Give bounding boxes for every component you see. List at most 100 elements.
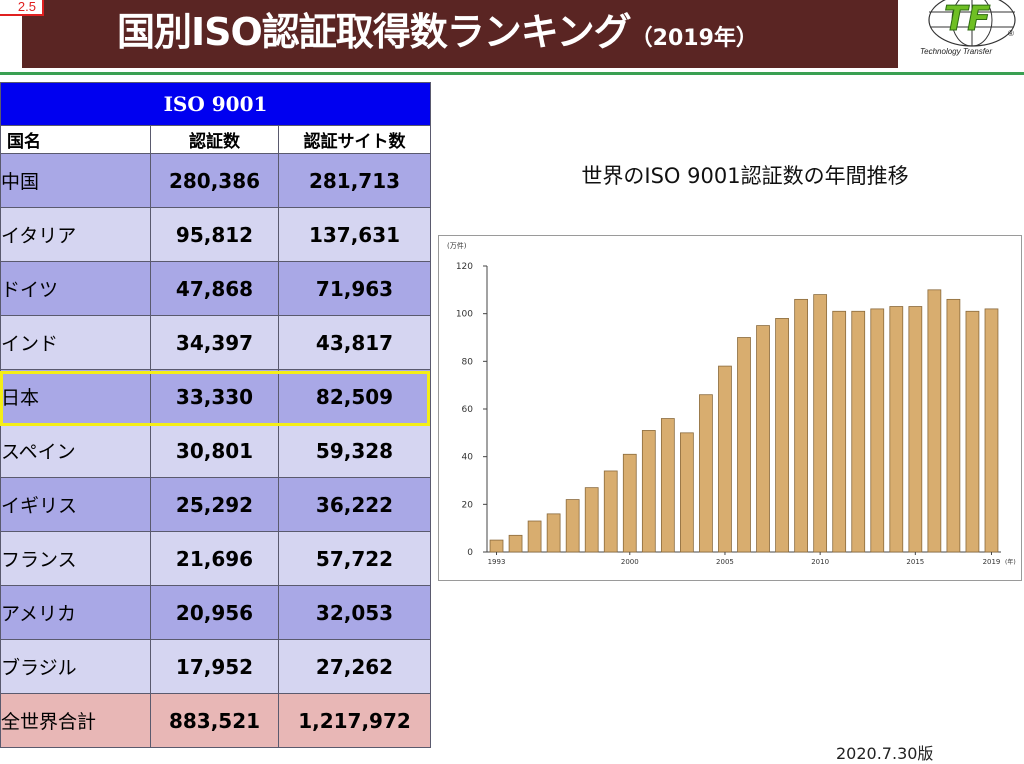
logo-mark-text: TF <box>944 0 990 39</box>
bar-2006 <box>737 337 751 553</box>
country-name: インド <box>0 315 151 370</box>
total-label: 全世界合計 <box>0 693 151 748</box>
bar-2001 <box>641 430 656 553</box>
bar-2005 <box>718 365 732 553</box>
bar-1993 <box>489 539 504 553</box>
bar-1996 <box>546 513 561 553</box>
bar-1998 <box>584 487 599 553</box>
country-name: フランス <box>0 531 151 586</box>
bar-2008 <box>775 318 789 553</box>
chart-caption: 世界のISO 9001認証数の年間推移 <box>581 164 909 188</box>
cert-count: 30,801 <box>150 423 279 478</box>
x-axis-unit-label: (年) <box>1005 558 1016 566</box>
table-row: イタリア 95,812 137,631 <box>0 207 431 262</box>
column-header-sites: 認証サイト数 <box>278 125 431 154</box>
column-header-country: 国名 <box>0 125 151 154</box>
site-count: 59,328 <box>278 423 431 478</box>
cert-count: 17,952 <box>150 639 279 694</box>
iso-ranking-table: ISO 9001 国名 認証数 認証サイト数 中国 280,386 281,713 … <box>0 82 431 748</box>
y-tick-label: 60 <box>462 405 474 415</box>
table-row-japan: 日本 33,330 82,509 <box>0 369 431 424</box>
bar-2003 <box>680 432 694 553</box>
globe-logo-icon: TF <box>928 0 1016 47</box>
country-name: イタリア <box>0 207 151 262</box>
table-row: イギリス 25,292 36,222 <box>0 477 431 532</box>
bar-2017 <box>946 298 961 553</box>
table-row: スペイン 30,801 59,328 <box>0 423 431 478</box>
cert-count: 21,696 <box>150 531 279 586</box>
bar-2009 <box>794 298 808 553</box>
cert-count: 20,956 <box>150 585 279 640</box>
table-row: アメリカ 20,956 32,053 <box>0 585 431 640</box>
cert-count: 47,868 <box>150 261 279 316</box>
site-count: 57,722 <box>278 531 431 586</box>
page-title-year: （2019年） <box>630 26 758 51</box>
iso-trend-bar-chart: 0 20 40 60 80 100 120 (万件) 1993 2000 2005 2010 2015 2… <box>447 241 1016 566</box>
bar-2013 <box>870 308 885 553</box>
country-name: 日本 <box>0 369 151 424</box>
header-divider <box>0 72 1024 75</box>
y-tick-label: 0 <box>467 548 473 558</box>
bar-2012 <box>851 310 866 553</box>
country-name: ブラジル <box>0 639 151 694</box>
bar-1999 <box>603 470 618 553</box>
chart-panel: 0 20 40 60 80 100 120 (万件) 1993 2000 2005 2010 2015 2… <box>438 235 1022 581</box>
cert-count: 25,292 <box>150 477 279 532</box>
cert-count: 33,330 <box>150 369 279 424</box>
table-row: フランス 21,696 57,722 <box>0 531 431 586</box>
country-name: ドイツ <box>0 261 151 316</box>
y-tick-label: 40 <box>462 453 474 463</box>
site-count: 36,222 <box>278 477 431 532</box>
site-count: 71,963 <box>278 261 431 316</box>
table-row-total: 全世界合計 883,521 1,217,972 <box>0 693 431 748</box>
page-title-main: 国別ISO認証取得数ランキング <box>117 10 632 54</box>
title-bar: 国別ISO認証取得数ランキング（2019年） <box>22 0 898 68</box>
total-site-count: 1,217,972 <box>278 693 431 748</box>
cert-count: 95,812 <box>150 207 279 262</box>
bar-1995 <box>527 520 542 553</box>
bar-1997 <box>565 499 580 553</box>
bar-2002 <box>660 418 675 553</box>
table-row: インド 34,397 43,817 <box>0 315 431 370</box>
site-count: 43,817 <box>278 315 431 370</box>
x-tick-label: 2005 <box>716 558 734 566</box>
bar-2018 <box>965 310 980 553</box>
cert-count: 34,397 <box>150 315 279 370</box>
bar-2000 <box>622 453 637 553</box>
y-axis-unit-label: (万件) <box>447 241 467 250</box>
site-count: 281,713 <box>278 153 431 208</box>
bar-2004 <box>699 394 713 553</box>
bar-1994 <box>508 534 523 553</box>
table-title: ISO 9001 <box>0 82 431 126</box>
site-count: 27,262 <box>278 639 431 694</box>
x-tick-label: 2000 <box>621 558 639 566</box>
x-tick-label: 2015 <box>906 558 924 566</box>
bar-2007 <box>756 325 770 553</box>
bar-2015 <box>908 306 923 553</box>
page-title: 国別ISO認証取得数ランキング（2019年） <box>117 4 758 60</box>
y-tick-label: 80 <box>462 357 474 367</box>
y-tick-label: 120 <box>456 262 473 272</box>
bar-2011 <box>832 310 847 553</box>
site-count: 137,631 <box>278 207 431 262</box>
total-cert-count: 883,521 <box>150 693 279 748</box>
table-row: ブラジル 17,952 27,262 <box>0 639 431 694</box>
country-name: イギリス <box>0 477 151 532</box>
cert-count: 280,386 <box>150 153 279 208</box>
bar-2019 <box>984 308 999 553</box>
registered-mark: ® <box>1008 29 1014 38</box>
bar-2016 <box>927 289 942 553</box>
table-row: ドイツ 47,868 71,963 <box>0 261 431 316</box>
company-logo: TF <box>906 0 1024 66</box>
bar-2014 <box>889 306 904 553</box>
country-name: 中国 <box>0 153 151 208</box>
site-count: 32,053 <box>278 585 431 640</box>
y-tick-label: 100 <box>456 310 473 320</box>
bar-2010 <box>813 294 828 553</box>
column-header-certs: 認証数 <box>150 125 279 154</box>
page-number-badge: 2.5 <box>0 0 44 16</box>
version-date: 2020.7.30版 <box>836 744 934 763</box>
x-tick-label: 2010 <box>811 558 829 566</box>
table-row: 中国 280,386 281,713 <box>0 153 431 208</box>
logo-tagline: Technology Transfer <box>920 47 993 56</box>
